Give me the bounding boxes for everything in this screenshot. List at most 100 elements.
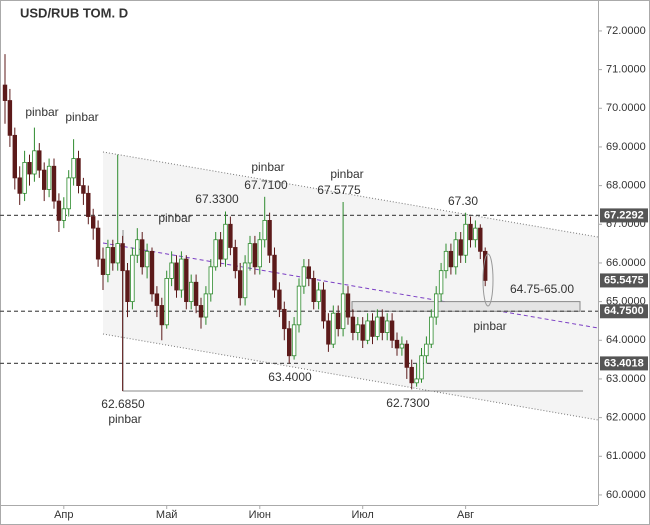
candle-body [91,216,96,229]
candle-body [184,258,189,303]
candle-body [458,239,463,256]
candle-body [135,239,140,256]
candle-body [218,239,223,260]
candle-body [130,254,135,303]
candle-body [380,316,385,333]
x-tick-label: Май [156,509,178,521]
candle-body [252,243,258,268]
candle-body [389,320,395,341]
annotation: 62.6850 [101,397,145,411]
candle-body [473,227,478,241]
candle-body [193,281,199,306]
candle-body [453,239,458,268]
candle-body [277,289,282,310]
y-tick-label: 71.0000 [606,64,646,76]
candle-body [198,305,204,318]
candle-body [419,355,424,380]
annotation: pinbar [108,412,141,426]
candle-body [66,177,71,210]
candle-body [46,165,52,190]
candle-body [296,285,302,326]
candle-body [228,223,233,248]
y-tick-label: 62.0000 [606,412,646,424]
candle-body [424,343,429,357]
candle-body [404,343,409,368]
candle-body [203,293,209,318]
candle-body [17,177,22,194]
candle-body [2,84,8,101]
candle-body [306,266,311,279]
candle-body [433,293,439,318]
annotation: 67.5775 [317,183,361,197]
candle-body [139,239,145,268]
candle-body [448,250,454,268]
candle-body [429,316,434,345]
candle-body [208,266,213,295]
candle-body [321,289,326,322]
candle-body [223,223,228,260]
zone-label: 64.75-65.00 [510,282,574,296]
candle-body [345,293,351,318]
candle-body [291,324,297,357]
candle-body [159,305,164,326]
candle-body [267,220,272,256]
candle-body [311,278,316,303]
candle-body [71,158,76,179]
candle-body [478,227,483,252]
annotation: 67.7100 [244,178,288,192]
y-tick-label: 66.0000 [606,257,646,269]
zone [351,301,581,312]
candle-body [468,223,473,241]
level-label: 67.2292 [604,209,644,221]
candle-body [399,343,405,349]
candle-body [375,316,380,337]
candle-body [438,270,444,295]
annotation: 67.3300 [195,192,239,206]
candle-body [262,220,267,241]
candle-body [443,250,449,272]
candle-body [326,320,331,345]
candle-body [463,223,468,256]
candle-body [154,293,160,306]
last-price-tag [600,273,648,288]
candle-body [125,270,130,303]
candle-body [316,289,321,303]
candle-body [169,262,174,279]
y-tick-label: 61.0000 [606,450,646,462]
candle-body [360,324,365,341]
candle-body [335,312,341,330]
x-tick-label: Июн [249,509,271,521]
candle-body [257,239,262,268]
annotation: pinbar [251,160,284,174]
candle-body [7,100,13,136]
candle-body [340,293,346,330]
candle-body [370,320,375,337]
candle-body [272,254,277,291]
candle-body [350,316,356,333]
candle-body [355,324,360,333]
candle-body [110,247,115,264]
annotation: pinbar [65,110,98,124]
candle-body [331,312,336,345]
annotation: pinbar [330,167,363,181]
candle-body [233,247,238,272]
annotation: pinbar [158,211,191,225]
candle-body [174,262,179,291]
candle-body [37,150,42,171]
y-tick-label: 72.0000 [606,25,646,37]
candle-body [179,258,184,291]
candle-body [32,150,37,175]
candle-body [51,165,57,202]
candle-body [394,339,400,349]
candle-body [115,243,120,264]
candle-body [120,243,125,272]
annotation: 63.4000 [268,370,312,384]
candle-body [76,158,81,187]
last-price-label: 65.5475 [604,274,644,286]
candle-body [286,328,292,357]
candle-body [414,378,419,384]
candle-body [282,308,287,330]
level-label: 63.4018 [604,357,644,369]
candle-body [164,278,169,326]
